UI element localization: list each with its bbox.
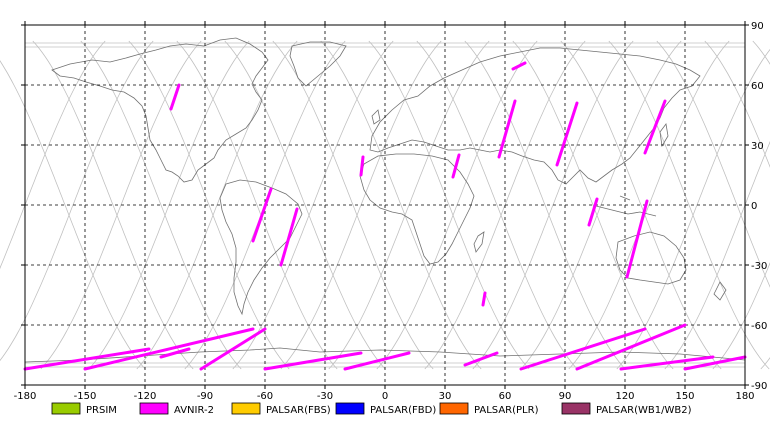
lon-tick-label: -150 <box>74 391 97 402</box>
lon-tick-label: 120 <box>615 391 634 402</box>
avnir2-segment <box>343 351 411 371</box>
lon-tick-label: 90 <box>559 391 572 402</box>
orbit-track <box>656 40 770 288</box>
avnir2-segment <box>575 323 687 371</box>
orbit-track <box>464 40 626 370</box>
avnir2-segment <box>199 327 267 371</box>
lon-tick-label: -30 <box>317 391 333 402</box>
avnir2-segment <box>359 155 365 177</box>
avnir2-segment <box>169 83 181 111</box>
legend-label: PALSAR(PLR) <box>474 405 539 416</box>
legend-swatch <box>139 402 169 415</box>
axis-ticks: -180 -150 -120 -90 -60 -30 0 30 60 90 120 150 180 90 6… <box>14 21 767 402</box>
orbit-track <box>80 40 242 370</box>
coastline-indonesia <box>595 195 657 217</box>
orbit-track <box>176 40 338 370</box>
orbit-track <box>560 40 722 370</box>
lat-tick-label: 60 <box>751 81 764 92</box>
coastline-new-zealand <box>713 281 727 301</box>
lon-tick-label: 30 <box>439 391 452 402</box>
coastline-eurasia <box>369 47 701 185</box>
orbit-track <box>128 40 290 370</box>
orbit-track <box>704 40 770 168</box>
avnir2-segment <box>451 153 461 179</box>
lat-tick-label: -90 <box>751 381 767 392</box>
avnir2-segment <box>159 347 191 359</box>
orbit-track <box>320 40 482 370</box>
avnir2-segment <box>619 355 715 371</box>
lon-tick-label: 60 <box>499 391 512 402</box>
legend-label: PALSAR(WB1/WB2) <box>596 405 692 416</box>
graticule <box>25 25 745 385</box>
legend-swatch <box>561 402 591 415</box>
avnir2-segment <box>23 347 151 371</box>
coastline-australia <box>615 231 687 285</box>
coastline-north-america <box>51 37 269 183</box>
legend: PRSIM AVNIR-2 PALSAR(FBS) PALSAR(FBD) PALSAR… <box>51 402 692 416</box>
avnir2-segment <box>643 99 667 155</box>
legend-label: PALSAR(FBD) <box>370 405 436 416</box>
orbit-track <box>608 40 770 370</box>
avnir2-segment <box>587 197 599 227</box>
avnir2-segment <box>279 207 299 267</box>
coastline-antarctica <box>24 347 746 363</box>
coastlines <box>24 37 746 363</box>
legend-swatch <box>439 402 469 415</box>
coastline-south-america <box>219 179 303 316</box>
coastline-greenland <box>289 41 347 87</box>
avnir2-segment <box>625 199 649 279</box>
lon-tick-label: -90 <box>197 391 213 402</box>
orbit-track <box>712 262 770 370</box>
lat-tick-label: 30 <box>751 141 764 152</box>
avnir2-segment <box>481 291 487 307</box>
legend-label: AVNIR-2 <box>174 405 214 416</box>
lon-tick-label: 0 <box>382 391 388 402</box>
lon-tick-label: 180 <box>735 391 754 402</box>
legend-swatch <box>335 402 365 415</box>
avnir2-segment <box>263 351 363 371</box>
orbit-track <box>416 40 578 370</box>
lon-tick-label: -60 <box>257 391 273 402</box>
lat-tick-label: -60 <box>751 321 767 332</box>
avnir2-segment <box>511 61 527 71</box>
avnir2-segment <box>83 327 255 371</box>
orbit-track <box>368 40 530 370</box>
avnir2-segment <box>683 355 747 371</box>
lat-tick-label: 90 <box>751 21 764 32</box>
avnir2-observation-segments <box>23 61 747 371</box>
coastline-japan <box>659 123 669 148</box>
avnir2-segment <box>251 187 273 243</box>
orbit-track <box>0 60 146 370</box>
avnir2-segment <box>555 101 579 167</box>
orbit-track <box>512 40 674 370</box>
coastline-madagascar <box>473 231 485 253</box>
legend-label: PALSAR(FBS) <box>266 405 331 416</box>
lon-tick-label: -120 <box>134 391 157 402</box>
orbit-track <box>272 40 434 370</box>
coastline-africa <box>359 153 475 265</box>
legend-label: PRSIM <box>86 405 117 416</box>
coastline-british-isles <box>371 109 381 125</box>
legend-swatch <box>231 402 261 415</box>
lat-tick-label: -30 <box>751 261 767 272</box>
orbit-track <box>224 40 386 370</box>
lon-tick-label: 150 <box>675 391 694 402</box>
lat-tick-label: 0 <box>751 201 757 212</box>
avnir2-segment <box>463 351 499 367</box>
avnir2-segment <box>497 99 517 159</box>
orbit-track <box>32 40 194 370</box>
avnir2-segment <box>519 327 647 371</box>
legend-swatch <box>51 402 81 415</box>
lon-tick-label: -180 <box>14 391 37 402</box>
